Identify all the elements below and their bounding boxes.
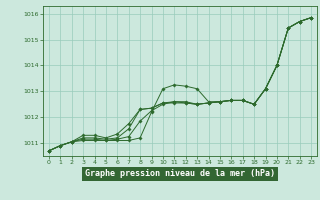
- X-axis label: Graphe pression niveau de la mer (hPa): Graphe pression niveau de la mer (hPa): [85, 169, 275, 178]
